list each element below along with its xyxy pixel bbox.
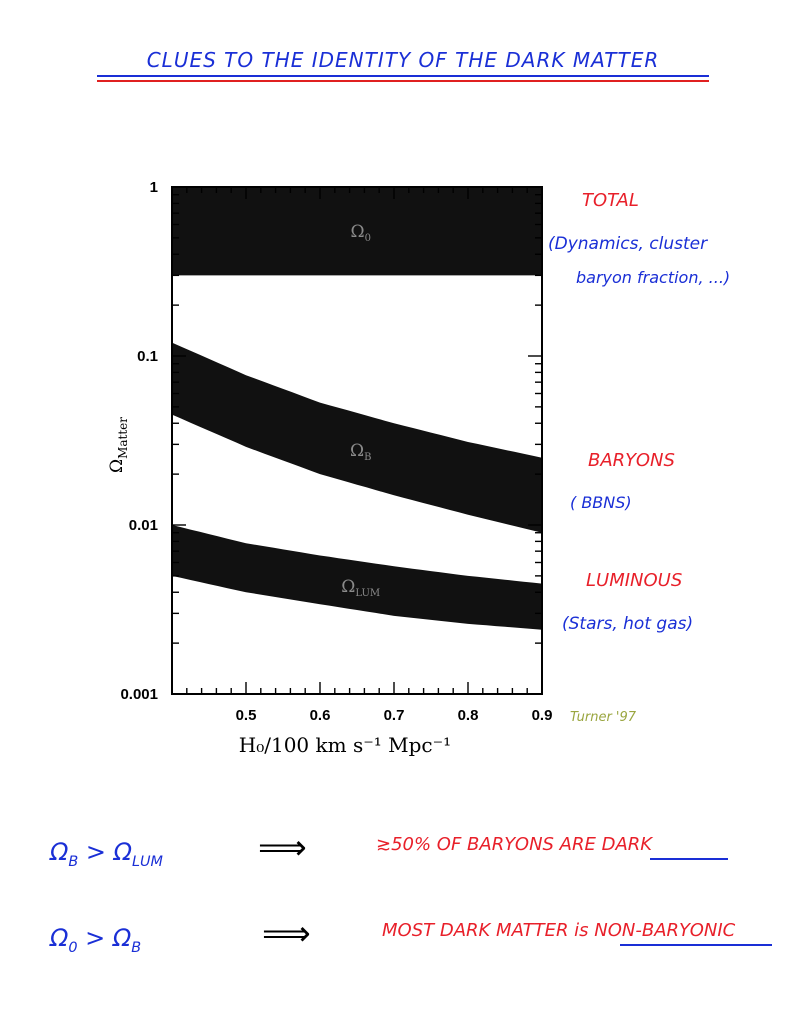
y-axis-title: ΩMatter (107, 417, 130, 473)
x-tick-label: 0.6 (310, 707, 331, 724)
omega-symbol: Ω (50, 924, 69, 952)
title-underline-blue (97, 75, 709, 77)
baryons-note: ( BBNS) (570, 493, 632, 512)
x-tick-label: 0.5 (236, 707, 257, 724)
title-underline-red (97, 80, 709, 82)
credit-note: Turner '97 (570, 710, 637, 725)
band-label-omega-lum: ΩLUM (341, 577, 380, 599)
result-emphasis: DARK (601, 834, 653, 855)
result-emphasis: NON-BARYONIC (594, 920, 736, 941)
total-note-line-1: (Dynamics, cluster (548, 234, 708, 254)
omega-symbol: Ω (113, 838, 132, 866)
band-label-omega-0: Ω0 (350, 222, 370, 244)
band-layer (172, 187, 542, 630)
result-text: MOST DARK MATTER is (382, 920, 595, 941)
omega-symbol: Ω (112, 924, 132, 952)
y-tick-label: 0.1 (137, 348, 158, 365)
luminous-note: (Stars, hot gas) (562, 614, 694, 634)
x-tick-label: 0.8 (458, 707, 479, 724)
band-ΩLUM (172, 525, 542, 630)
greater-than: > (85, 838, 106, 866)
y-axis-title-subscript: Matter (116, 417, 130, 459)
conclusion-2-result: MOST DARK MATTER is NON-BARYONIC (382, 920, 735, 941)
omega-symbol: Ω (50, 838, 69, 866)
omega-matter-chart: 0.5 0.6 0.7 0.8 0.9 0.001 0.01 0.1 1 Ω0 ΩB ΩLUM H₀… (107, 179, 552, 757)
plot-frame (171, 186, 543, 695)
emphasis-underline (620, 944, 772, 946)
subscript: B (131, 939, 142, 956)
y-tick-label: 0.01 (129, 517, 158, 534)
result-text: ≳50% OF BARYONS ARE (376, 834, 602, 855)
band-label-omega-b: ΩB (350, 441, 371, 463)
tick-layer: 0.5 0.6 0.7 0.8 0.9 0.001 0.01 0.1 1 (120, 179, 552, 724)
emphasis-underline (650, 858, 728, 860)
x-axis-title: H₀/100 km s⁻¹ Mpc⁻¹ (239, 733, 451, 757)
y-tick-label: 1 (150, 179, 158, 196)
luminous-annotation: LUMINOUS (586, 570, 683, 591)
total-annotation: TOTAL (582, 190, 639, 211)
conclusion-1-inequality: ΩB > ΩLUM (50, 838, 163, 870)
total-note-line-2: baryon fraction, ...) (576, 268, 731, 287)
conclusion-1-result: ≳50% OF BARYONS ARE DARK (376, 834, 652, 855)
greater-than: > (85, 924, 106, 952)
baryons-annotation: BARYONS (588, 450, 675, 471)
subscript: 0 (68, 939, 78, 956)
x-tick-label: 0.9 (532, 707, 553, 724)
band-ΩB (172, 342, 542, 533)
implies-arrow-icon: ⟹ (262, 914, 311, 954)
page-title: CLUES TO THE IDENTITY OF THE DARK MATTER (146, 48, 660, 72)
y-axis-title-main: Ω (107, 459, 127, 473)
y-tick-label: 0.001 (120, 686, 158, 703)
x-tick-label: 0.7 (384, 707, 405, 724)
subscript: B (68, 853, 79, 870)
subscript: LUM (131, 853, 163, 870)
band-label-layer: Ω0 ΩB ΩLUM (341, 222, 380, 599)
conclusion-2-inequality: Ω0 > ΩB (50, 924, 141, 956)
implies-arrow-icon: ⟹ (258, 828, 307, 868)
band-Ω0 (172, 187, 542, 276)
